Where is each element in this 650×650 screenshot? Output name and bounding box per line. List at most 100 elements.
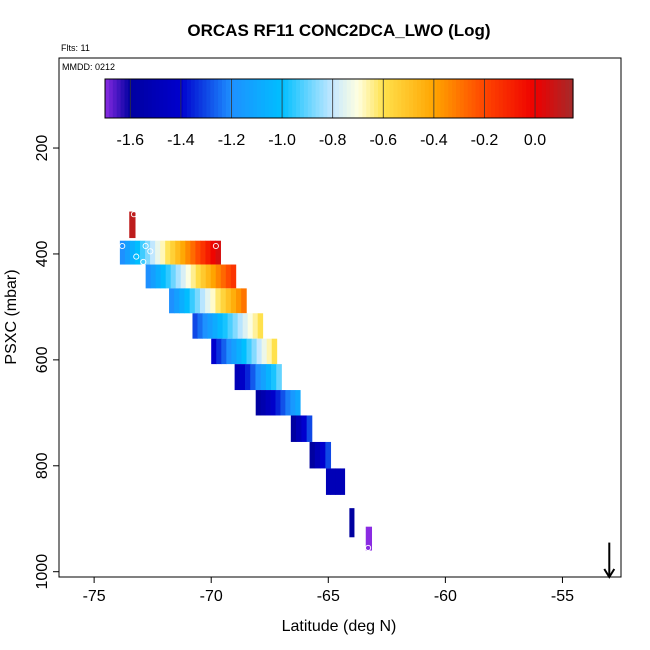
colorbar-swatch [452,79,457,118]
colorbar-swatch [498,79,504,118]
colorbar-swatch [346,79,352,118]
colorbar-swatch [557,79,562,118]
data-cell [175,240,181,265]
colorbar-swatch [140,79,145,118]
data-cell [155,264,162,289]
colorbar-swatch [530,79,535,118]
colorbar-swatch [471,79,477,118]
data-cell [247,313,254,339]
colorbar-swatch [463,79,469,118]
data-cell [306,415,313,442]
data-cell [245,364,251,391]
colorbar-swatch [370,79,375,118]
data-cell [189,288,196,314]
x-tick-label: -55 [551,588,574,605]
colorbar-swatch [456,79,461,118]
colorbar-swatch [280,79,285,118]
colorbar-swatch [440,79,445,118]
x-tick-label: -70 [200,588,223,605]
colorbar-swatch [120,79,126,118]
colorbar-swatch [132,79,137,118]
colorbar-swatch [190,79,196,118]
colorbar-swatch [163,79,168,118]
data-cell [252,313,259,339]
colorbar-tick-label: -0.8 [319,132,347,149]
colorbar-swatch [522,79,527,118]
data-cell [170,240,176,265]
data-cell [295,390,301,416]
data-cell [266,338,273,365]
data-cell [232,313,239,339]
colorbar-swatch [467,79,473,118]
data-cell [280,390,286,416]
data-cell [190,264,197,289]
data-cell [197,313,203,339]
colorbar-swatch [483,79,488,118]
data-cell [185,264,192,289]
colorbar-swatch [350,79,356,118]
data-cell [200,240,206,265]
colorbar-swatch [311,79,317,118]
colorbar-swatch [374,79,379,118]
colorbar-tick-label: -0.6 [369,132,397,149]
data-marker [140,258,147,265]
colorbar-swatch [264,79,270,118]
data-cell [169,288,175,314]
data-cell [170,264,177,289]
colorbar-swatch [272,79,278,118]
data-cell [365,526,373,551]
data-cell [210,288,216,314]
colorbar-swatch [210,79,215,118]
colorbar-swatch [565,79,570,118]
colorbar-swatch [257,79,262,118]
data-cell [150,264,157,289]
colorbar-swatch [436,79,441,118]
data-cell [217,313,223,339]
data-cell [275,390,281,416]
data-cell [230,264,237,289]
data-cell [340,468,346,495]
data-cell [205,264,212,289]
colorbar-swatch [214,79,219,118]
data-cell [205,240,211,265]
colorbar-swatch [276,79,282,118]
colorbar-swatch [506,79,512,118]
colorbar-swatch [331,79,336,118]
data-cell [165,264,172,289]
y-tick-label: 200 [34,135,51,162]
colorbar-swatch [366,79,371,118]
data-cell [230,288,237,314]
colorbar-swatch [218,79,223,118]
data-cell [227,313,234,339]
data-marker [119,242,126,250]
data-cell [175,264,182,289]
data-cell [215,264,222,289]
data-cell [199,288,206,314]
data-cell [160,264,167,289]
data-cell [241,288,247,314]
data-cell [165,240,171,265]
colorbar-tick-label: 0.0 [524,132,546,149]
colorbar-tick-label: -1.4 [167,132,195,149]
data-cell [276,364,282,391]
colorbar-swatch [495,79,500,118]
data-cell [160,240,166,265]
arrow-head [603,568,616,579]
colorbar-swatch [428,79,434,118]
data-cell [180,240,186,265]
plot-frame [58,57,622,578]
data-cell [195,240,201,265]
colorbar-swatch [241,79,246,118]
colorbar-ticks: -1.6 -1.4 -1.2 -1.0 -0.8 -0.6 -0.4 -0.2 0.0 [117,132,547,149]
data-cell [236,288,242,314]
data-cell [330,468,336,495]
colorbar-swatch [202,79,207,118]
colorbar-swatch [303,79,309,118]
data-cell [221,338,227,365]
colorbar-swatch [171,79,176,118]
data-markers [119,211,372,551]
colorbar-swatch [432,79,438,118]
data-cell [242,313,249,339]
colorbar-swatch [237,79,243,118]
y-tick-label: 400 [34,241,51,268]
